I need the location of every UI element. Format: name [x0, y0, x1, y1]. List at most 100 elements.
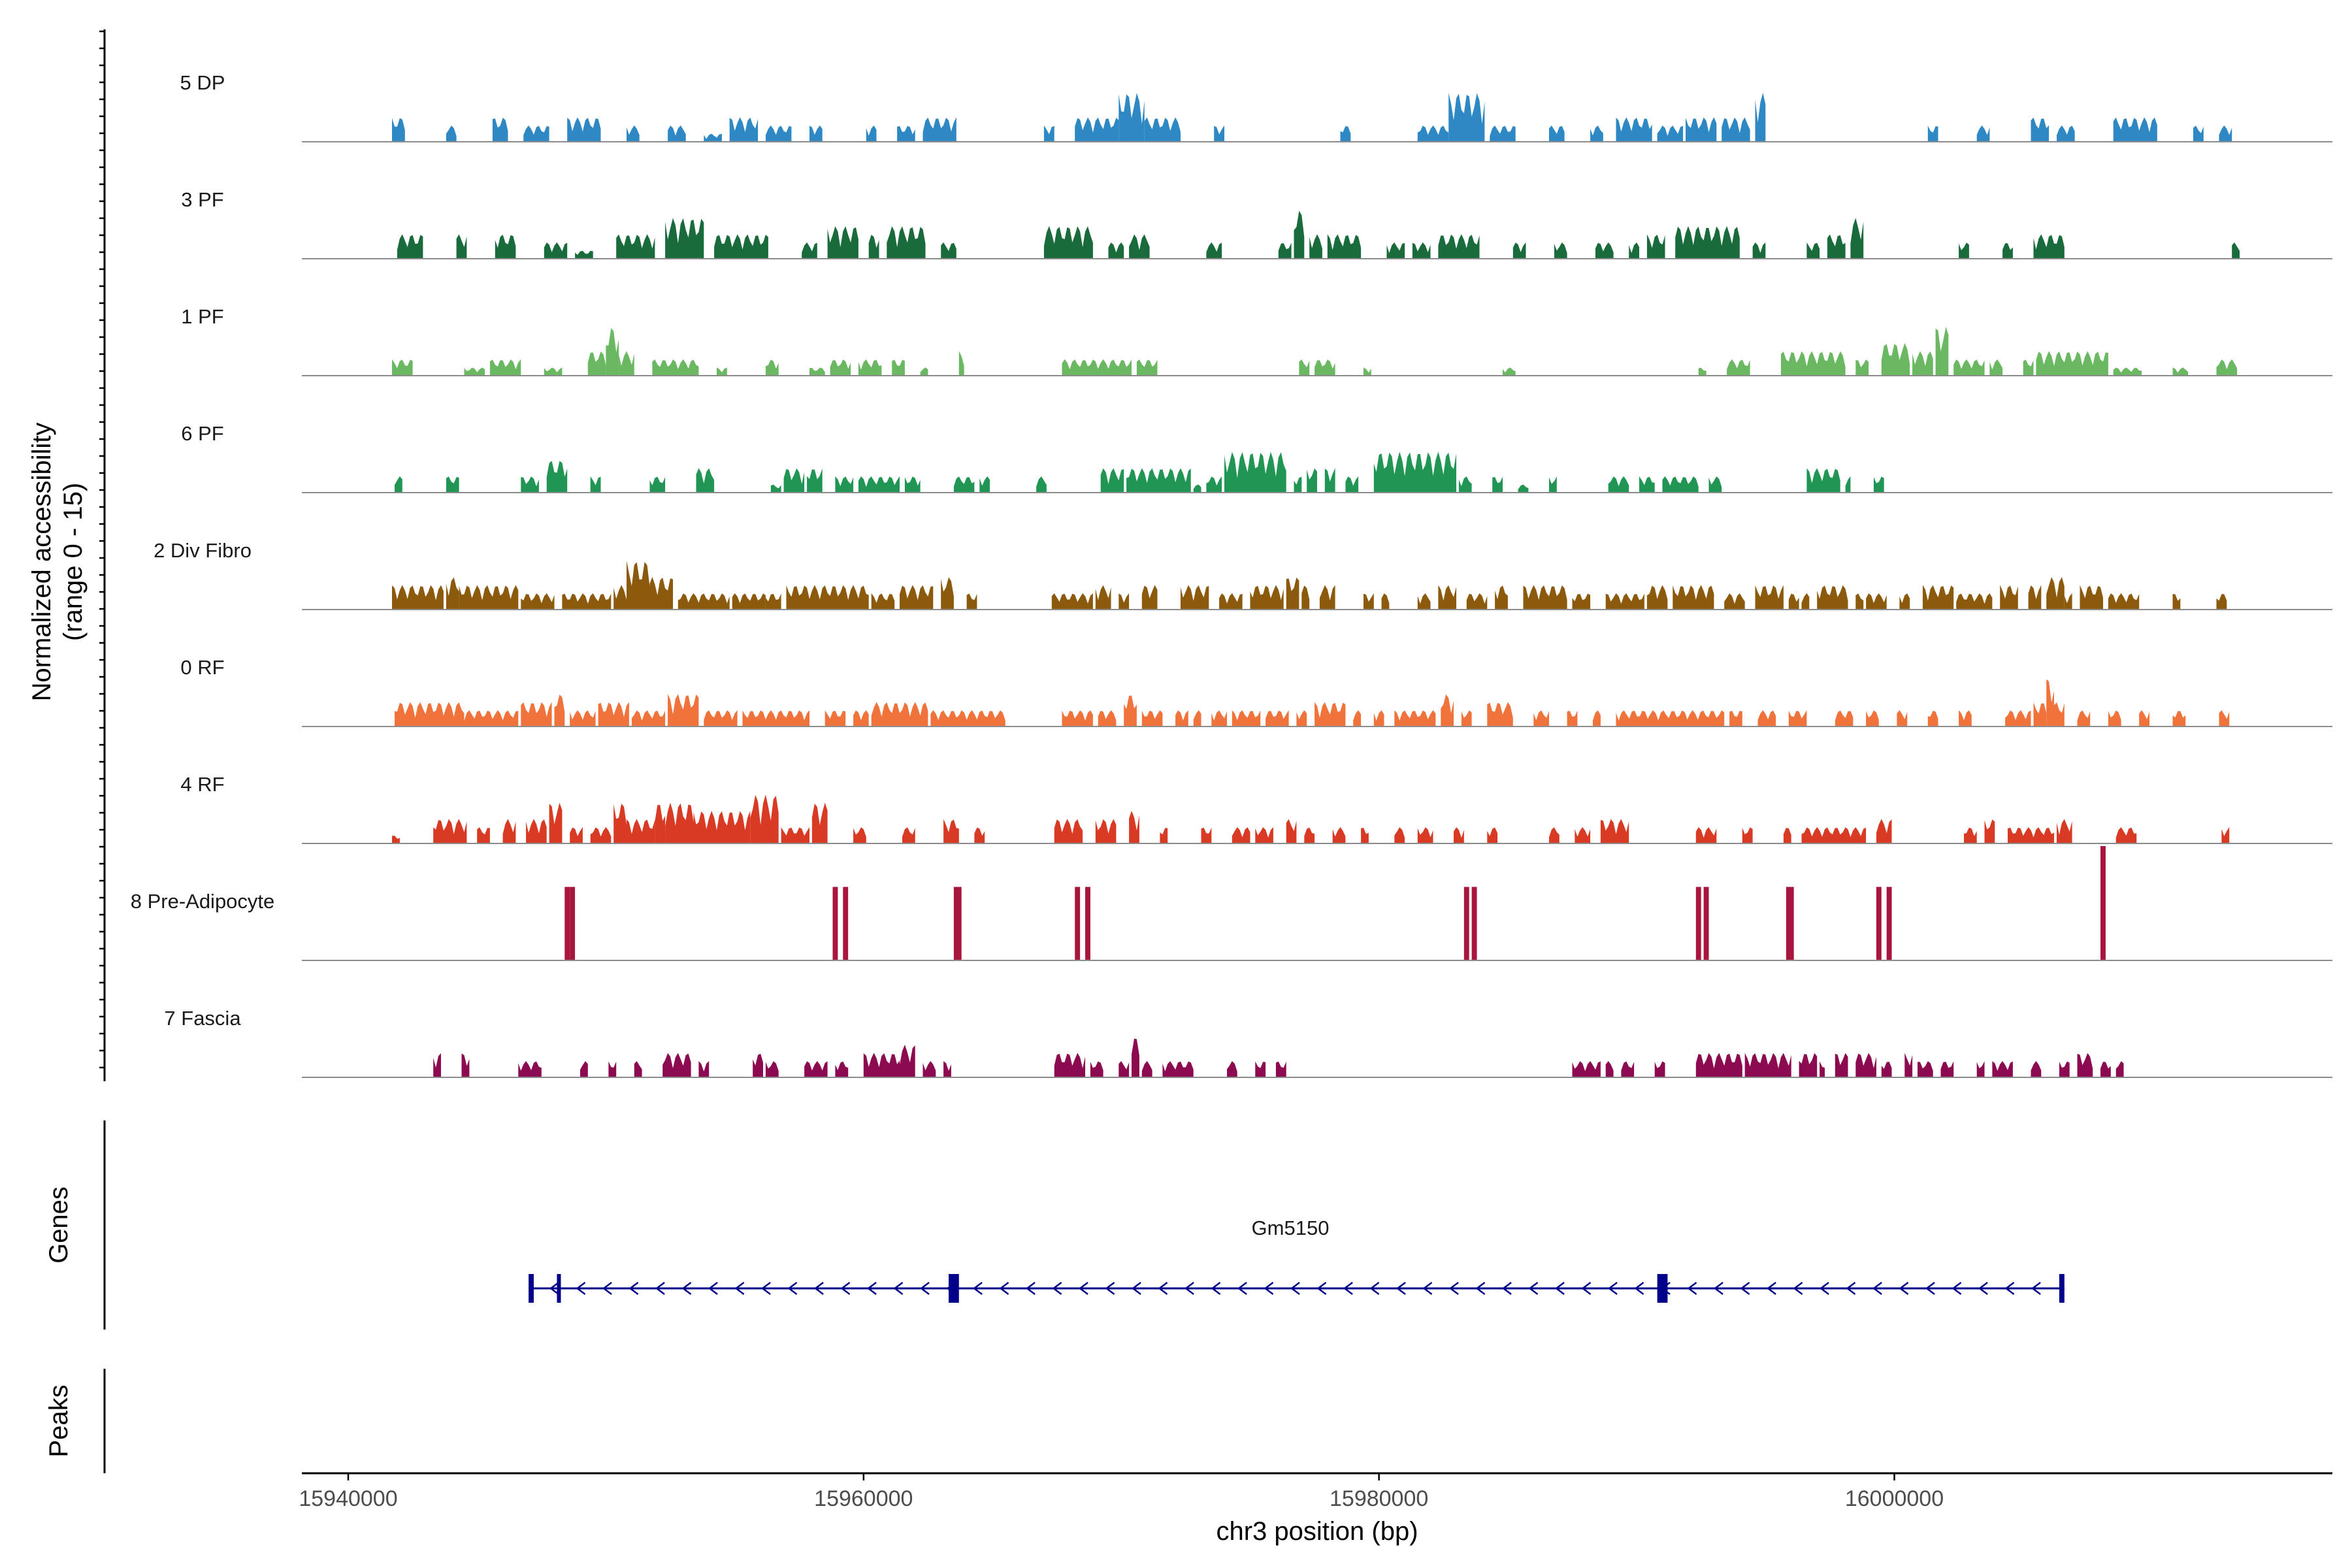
coverage-block: [974, 827, 985, 843]
coverage-block: [2077, 1053, 2093, 1077]
strand-arrow: [1740, 1282, 1750, 1295]
coverage-block: [678, 593, 730, 610]
coverage-block: [464, 710, 519, 727]
coverage-block: [786, 585, 869, 610]
coverage-y-ticks: [99, 30, 105, 1069]
coverage-block: [2031, 117, 2050, 142]
coverage-block: [979, 476, 990, 493]
coverage-block: [807, 468, 823, 493]
coverage-block: [1490, 125, 1516, 142]
coverage-block: [1850, 218, 1864, 259]
coverage-block: [2113, 367, 2142, 376]
coverage-block: [1918, 1061, 1933, 1077]
gene-exon: [529, 1274, 534, 1303]
strand-arrow: [1820, 1282, 1829, 1295]
strand-arrow: [2031, 1282, 2041, 1295]
coverage-block: [2115, 1061, 2124, 1077]
coverage-block: [392, 585, 444, 610]
gene-exon: [2059, 1274, 2065, 1303]
coverage-block: [1381, 593, 1390, 610]
coverage-peak: [1876, 887, 1882, 960]
strand-arrow: [1184, 1282, 1194, 1295]
coverage-block: [1255, 1061, 1266, 1077]
coverage-block: [1141, 710, 1163, 727]
coverage-block: [1912, 351, 1933, 376]
coverage-block: [1572, 1061, 1601, 1077]
coverage-block: [1364, 367, 1371, 376]
strand-arrow: [1793, 1282, 1803, 1295]
coverage-block: [742, 710, 809, 727]
coverage-block: [590, 827, 612, 843]
coverage-block: [2005, 710, 2031, 727]
coverage-block: [2108, 710, 2121, 727]
coverage-block: [1922, 585, 1954, 610]
coverage-block: [2219, 125, 2232, 142]
coverage-block: [1266, 710, 1289, 727]
coverage-block: [392, 359, 413, 376]
coverage-block: [395, 476, 402, 493]
coverage-block: [698, 1061, 710, 1077]
coverage-block: [1959, 710, 1972, 727]
coverage-peak: [953, 887, 962, 960]
coverage-block: [1332, 827, 1346, 843]
coverage-block: [1755, 585, 1784, 610]
coverage-block: [1755, 93, 1766, 142]
coverage-block: [809, 367, 825, 376]
coverage-block: [1054, 819, 1083, 843]
coverage-block: [446, 476, 459, 493]
coverage-block: [1193, 710, 1201, 727]
track-label: 2 Div Fibro: [154, 539, 252, 562]
strand-arrow: [1555, 1282, 1565, 1295]
coverage-block: [2100, 1062, 2111, 1077]
coverage-block: [1695, 827, 1717, 843]
coverage-block: [1129, 811, 1139, 843]
coverage-block: [1373, 710, 1384, 727]
strand-arrow: [1634, 1282, 1644, 1295]
coverage-block: [649, 476, 666, 493]
coverage-block: [1512, 242, 1526, 259]
coverage-peak: [570, 887, 576, 960]
coverage-block: [717, 367, 727, 376]
coverage-block: [2172, 367, 2189, 376]
coverage-block: [1708, 476, 1722, 493]
strand-arrow: [920, 1282, 930, 1295]
strand-arrow: [840, 1282, 851, 1295]
coverage-block: [835, 476, 854, 493]
genes-panel-label: Genes: [44, 1186, 73, 1264]
coverage-block: [923, 1061, 936, 1077]
coverage-block: [477, 827, 490, 843]
coverage-block: [1412, 242, 1431, 259]
x-tick-label: 15940000: [299, 1486, 397, 1511]
coverage-block: [2193, 125, 2204, 142]
coverage-block: [1201, 827, 1212, 843]
strand-arrow: [1528, 1282, 1539, 1295]
coverage-block: [1394, 827, 1405, 843]
coverage-block: [461, 1053, 470, 1077]
coverage-block: [941, 242, 956, 259]
coverage-block: [941, 577, 954, 610]
coverage-block: [1518, 484, 1529, 493]
gene-name-label: Gm5150: [1252, 1217, 1330, 1239]
coverage-block: [1454, 827, 1464, 843]
strand-arrow: [761, 1282, 771, 1295]
coverage-block: [1162, 1061, 1194, 1077]
coverage-block: [2077, 710, 2091, 727]
coverage-block: [1193, 484, 1201, 493]
coverage-block: [1744, 1053, 1791, 1077]
coverage-block: [897, 125, 915, 142]
gene-exon: [1657, 1274, 1668, 1303]
strand-arrow: [1846, 1282, 1856, 1295]
strand-arrow: [973, 1282, 983, 1295]
coverage-block: [1629, 242, 1639, 259]
coverage-block: [1136, 359, 1158, 376]
strand-arrow: [734, 1282, 745, 1295]
strand-arrow: [1343, 1282, 1353, 1295]
coverage-block: [1686, 117, 1717, 142]
track-label: 4 RF: [180, 773, 224, 796]
coverage-block: [464, 367, 485, 376]
coverage-block: [1141, 585, 1158, 610]
coverage-block: [546, 461, 568, 493]
coverage-block: [502, 819, 516, 843]
strand-arrow: [1502, 1282, 1512, 1295]
coverage-block: [1255, 827, 1273, 843]
